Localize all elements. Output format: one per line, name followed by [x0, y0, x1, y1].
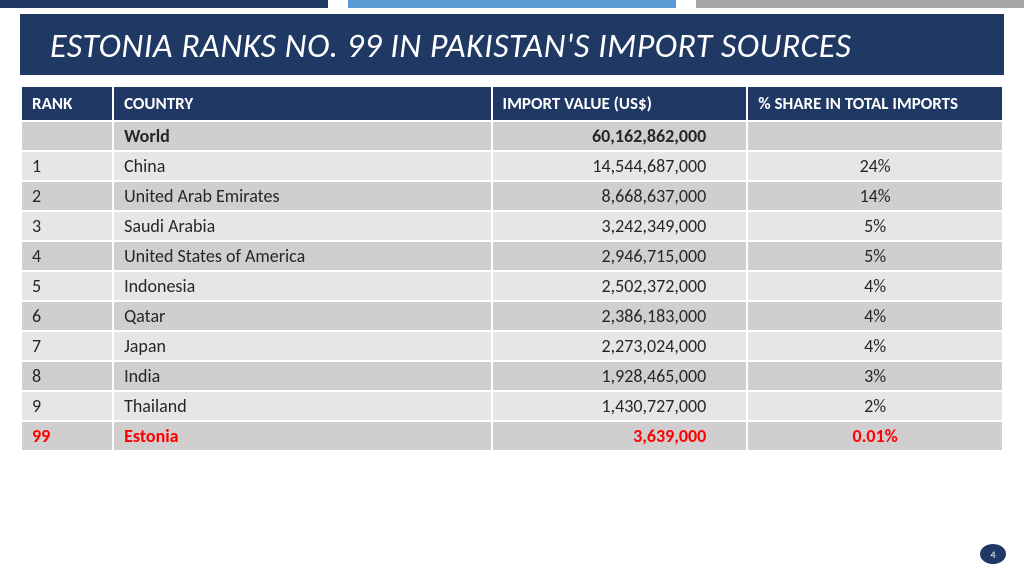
cell-value: 2,273,024,000	[492, 331, 748, 361]
cell-country: Japan	[113, 331, 491, 361]
col-header-rank: RANK	[21, 86, 113, 121]
cell-rank: 5	[21, 271, 113, 301]
table-row: 3Saudi Arabia3,242,349,0005%	[21, 211, 1003, 241]
cell-country: Estonia	[113, 421, 491, 451]
cell-value: 1,928,465,000	[492, 361, 748, 391]
cell-value: 60,162,862,000	[492, 121, 748, 151]
table-row: 1China14,544,687,00024%	[21, 151, 1003, 181]
table-row: 7Japan2,273,024,0004%	[21, 331, 1003, 361]
cell-rank: 2	[21, 181, 113, 211]
cell-rank: 99	[21, 421, 113, 451]
cell-value: 14,544,687,000	[492, 151, 748, 181]
table-row: 99Estonia3,639,0000.01%	[21, 421, 1003, 451]
cell-country: Indonesia	[113, 271, 491, 301]
top-accent-bars	[0, 0, 1024, 8]
col-header-value: IMPORT VALUE (US$)	[492, 86, 748, 121]
import-table-wrap: RANK COUNTRY IMPORT VALUE (US$) % SHARE …	[20, 85, 1004, 452]
table-row: 9Thailand1,430,727,0002%	[21, 391, 1003, 421]
cell-rank: 1	[21, 151, 113, 181]
cell-rank: 7	[21, 331, 113, 361]
cell-share: 3%	[747, 361, 1003, 391]
cell-value: 3,639,000	[492, 421, 748, 451]
cell-value: 2,502,372,000	[492, 271, 748, 301]
table-row: 2United Arab Emirates8,668,637,00014%	[21, 181, 1003, 211]
cell-share	[747, 121, 1003, 151]
table-header-row: RANK COUNTRY IMPORT VALUE (US$) % SHARE …	[21, 86, 1003, 121]
cell-value: 2,386,183,000	[492, 301, 748, 331]
cell-value: 3,242,349,000	[492, 211, 748, 241]
cell-share: 4%	[747, 331, 1003, 361]
page-number-badge: 4	[980, 544, 1006, 564]
cell-country: China	[113, 151, 491, 181]
cell-value: 2,946,715,000	[492, 241, 748, 271]
table-row: World60,162,862,000	[21, 121, 1003, 151]
page-number: 4	[990, 548, 995, 561]
cell-share: 0.01%	[747, 421, 1003, 451]
table-body: World60,162,862,0001China14,544,687,0002…	[21, 121, 1003, 451]
cell-rank: 4	[21, 241, 113, 271]
col-header-share: % SHARE IN TOTAL IMPORTS	[747, 86, 1003, 121]
cell-country: Saudi Arabia	[113, 211, 491, 241]
cell-value: 8,668,637,000	[492, 181, 748, 211]
cell-country: United States of America	[113, 241, 491, 271]
cell-share: 4%	[747, 301, 1003, 331]
accent-bar-left	[0, 0, 328, 8]
title-block: ESTONIA RANKS NO. 99 IN PAKISTAN'S IMPOR…	[20, 14, 1004, 75]
slide-title: ESTONIA RANKS NO. 99 IN PAKISTAN'S IMPOR…	[50, 28, 974, 65]
cell-share: 5%	[747, 211, 1003, 241]
cell-share: 24%	[747, 151, 1003, 181]
cell-country: World	[113, 121, 491, 151]
cell-country: Qatar	[113, 301, 491, 331]
col-header-country: COUNTRY	[113, 86, 491, 121]
table-row: 5Indonesia2,502,372,0004%	[21, 271, 1003, 301]
cell-country: India	[113, 361, 491, 391]
cell-share: 4%	[747, 271, 1003, 301]
import-table: RANK COUNTRY IMPORT VALUE (US$) % SHARE …	[20, 85, 1004, 452]
table-row: 4United States of America2,946,715,0005%	[21, 241, 1003, 271]
accent-bar-right	[696, 0, 1024, 8]
cell-rank: 8	[21, 361, 113, 391]
cell-share: 5%	[747, 241, 1003, 271]
cell-country: United Arab Emirates	[113, 181, 491, 211]
table-row: 8India1,928,465,0003%	[21, 361, 1003, 391]
table-row: 6Qatar2,386,183,0004%	[21, 301, 1003, 331]
cell-share: 2%	[747, 391, 1003, 421]
cell-share: 14%	[747, 181, 1003, 211]
accent-bar-mid	[348, 0, 676, 8]
cell-rank: 9	[21, 391, 113, 421]
cell-rank	[21, 121, 113, 151]
cell-rank: 6	[21, 301, 113, 331]
cell-value: 1,430,727,000	[492, 391, 748, 421]
cell-rank: 3	[21, 211, 113, 241]
cell-country: Thailand	[113, 391, 491, 421]
